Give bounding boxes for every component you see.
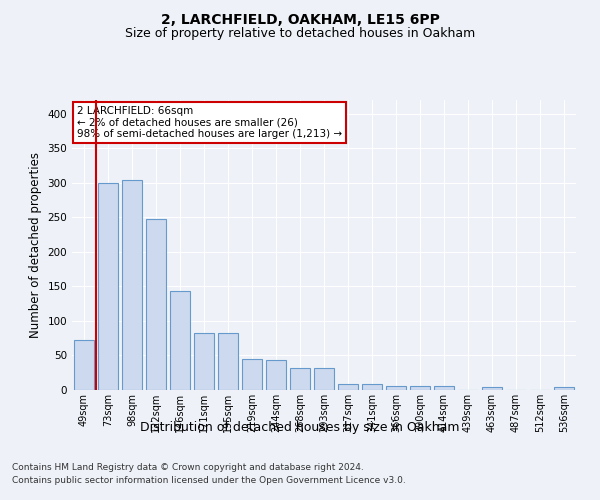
Text: 2 LARCHFIELD: 66sqm
← 2% of detached houses are smaller (26)
98% of semi-detache: 2 LARCHFIELD: 66sqm ← 2% of detached hou… — [77, 106, 342, 139]
Bar — [386, 386, 406, 390]
Bar — [266, 360, 286, 390]
Bar — [98, 183, 118, 390]
Bar — [362, 384, 382, 390]
Y-axis label: Number of detached properties: Number of detached properties — [29, 152, 42, 338]
Bar — [122, 180, 142, 390]
Bar — [170, 290, 190, 390]
Bar — [74, 340, 94, 390]
Bar — [242, 359, 262, 390]
Bar — [482, 387, 502, 390]
Text: 2, LARCHFIELD, OAKHAM, LE15 6PP: 2, LARCHFIELD, OAKHAM, LE15 6PP — [161, 12, 439, 26]
Text: Contains HM Land Registry data © Crown copyright and database right 2024.: Contains HM Land Registry data © Crown c… — [12, 464, 364, 472]
Bar — [314, 368, 334, 390]
Bar — [434, 386, 454, 390]
Text: Size of property relative to detached houses in Oakham: Size of property relative to detached ho… — [125, 28, 475, 40]
Bar — [194, 332, 214, 390]
Bar — [218, 332, 238, 390]
Bar — [410, 386, 430, 390]
Bar — [554, 387, 574, 390]
Bar — [146, 219, 166, 390]
Text: Distribution of detached houses by size in Oakham: Distribution of detached houses by size … — [140, 421, 460, 434]
Bar — [290, 368, 310, 390]
Bar — [338, 384, 358, 390]
Text: Contains public sector information licensed under the Open Government Licence v3: Contains public sector information licen… — [12, 476, 406, 485]
